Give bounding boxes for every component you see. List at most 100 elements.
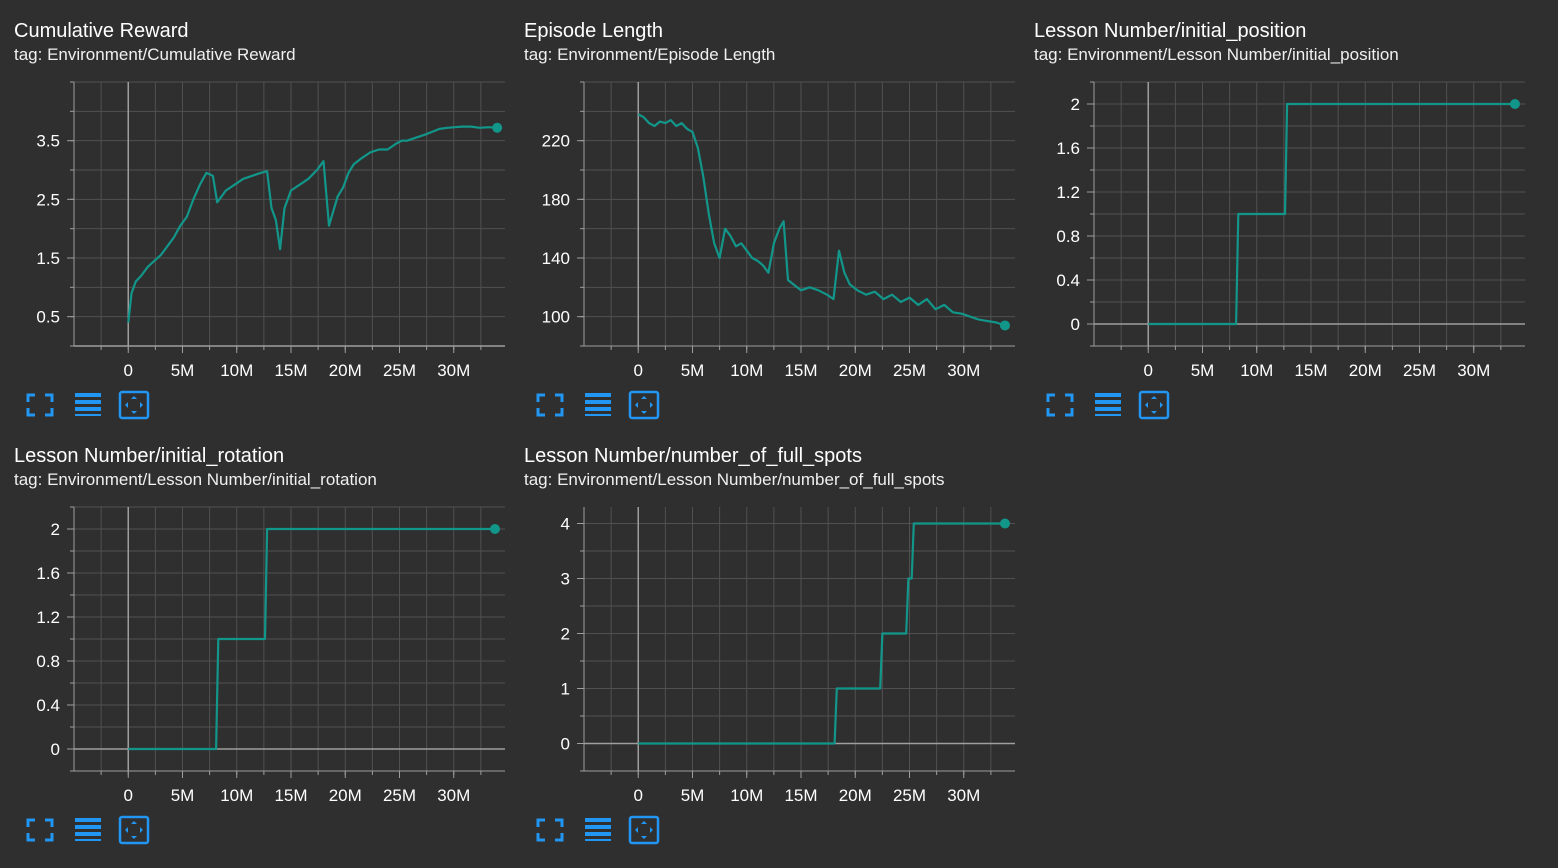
x-tick-label: 30M bbox=[1457, 361, 1490, 380]
chart-plot[interactable]: 0 5M 10M 15M 20M 25M 30M 0 0.4 0.8 1.2 1.6 2 bbox=[1020, 0, 1525, 390]
x-tick-label: 25M bbox=[383, 361, 416, 380]
x-tick-label: 20M bbox=[329, 786, 362, 805]
fullscreen-glyph bbox=[26, 818, 54, 842]
fit-domain-icon[interactable] bbox=[1138, 390, 1170, 420]
fullscreen-icon[interactable] bbox=[24, 390, 56, 420]
x-tick-label: 0 bbox=[634, 786, 643, 805]
x-tick-label: 30M bbox=[947, 786, 980, 805]
x-tick-label: 5M bbox=[171, 786, 195, 805]
x-tick-label: 20M bbox=[839, 786, 872, 805]
fit-domain-glyph bbox=[628, 815, 660, 845]
y-tick-label: 3 bbox=[561, 570, 570, 589]
series-line bbox=[637, 113, 1006, 327]
fit-domain-glyph bbox=[1138, 390, 1170, 420]
y-tick-label: 2 bbox=[1071, 95, 1080, 114]
x-tick-label: 15M bbox=[274, 361, 307, 380]
y-tick-label: 1.6 bbox=[1056, 139, 1080, 158]
toggle-log-scale-icon[interactable] bbox=[582, 390, 614, 420]
y-tick-label: 0.4 bbox=[36, 696, 60, 715]
y-tick-label: 1.2 bbox=[1056, 183, 1080, 202]
fullscreen-glyph bbox=[26, 393, 54, 417]
chart-card-cumulative-reward: Cumulative Reward tag: Environment/Cumul… bbox=[0, 0, 505, 420]
x-tick-label: 30M bbox=[437, 786, 470, 805]
y-tick-label: 100 bbox=[542, 308, 570, 327]
series-last-point bbox=[492, 122, 503, 133]
y-tick-label: 1.5 bbox=[36, 249, 60, 268]
fit-domain-glyph bbox=[628, 390, 660, 420]
x-tick-label: 10M bbox=[220, 361, 253, 380]
chart-plot[interactable]: 0 5M 10M 15M 20M 25M 30M 100 140 180 220 bbox=[510, 0, 1015, 390]
y-tick-label: 4 bbox=[561, 515, 570, 534]
series-line bbox=[128, 527, 495, 751]
fit-domain-icon[interactable] bbox=[118, 390, 150, 420]
chart-plot[interactable]: 0 5M 10M 15M 20M 25M 30M 0 1 2 3 4 bbox=[510, 425, 1015, 815]
y-tick-label: 0.8 bbox=[1056, 227, 1080, 246]
toggle-log-scale-icon[interactable] bbox=[72, 390, 104, 420]
chart-tag: tag: Environment/Lesson Number/number_of… bbox=[524, 470, 945, 489]
chart-plot[interactable]: 0 5M 10M 15M 20M 25M 30M 0 0.4 0.8 1.2 1.6 2 bbox=[0, 425, 505, 815]
chart-card-number-of-full-spots: Lesson Number/number_of_full_spots tag: … bbox=[510, 425, 1015, 845]
x-tick-label: 0 bbox=[1144, 361, 1153, 380]
x-tick-label: 30M bbox=[437, 361, 470, 380]
toggle-log-scale-glyph bbox=[585, 818, 611, 841]
fullscreen-icon[interactable] bbox=[534, 390, 566, 420]
x-tick-label: 10M bbox=[730, 786, 763, 805]
y-tick-label: 0 bbox=[561, 735, 570, 754]
axes: 0 5M 10M 15M 20M 25M 30M 0 0.4 0.8 1.2 1.6 2 bbox=[1056, 81, 1525, 380]
y-tick-label: 1 bbox=[561, 680, 570, 699]
chart-plot[interactable]: 0 5M 10M 15M 20M 25M 30M 0.5 1.5 2.5 3.5 bbox=[0, 0, 505, 390]
x-tick-label: 5M bbox=[681, 361, 705, 380]
x-tick-label: 20M bbox=[1349, 361, 1382, 380]
fullscreen-glyph bbox=[536, 393, 564, 417]
toggle-log-scale-glyph bbox=[585, 393, 611, 416]
y-tick-label: 0 bbox=[1071, 315, 1080, 334]
x-tick-label: 0 bbox=[634, 361, 643, 380]
fit-domain-glyph bbox=[118, 815, 150, 845]
x-tick-label: 5M bbox=[681, 786, 705, 805]
x-tick-label: 25M bbox=[893, 786, 926, 805]
axes: 0 5M 10M 15M 20M 25M 30M 0.5 1.5 2.5 3.5 bbox=[36, 81, 505, 380]
y-tick-label: 0.5 bbox=[36, 308, 60, 327]
chart-title: Cumulative Reward bbox=[14, 20, 189, 42]
chart-card-episode-length: Episode Length tag: Environment/Episode … bbox=[510, 0, 1015, 420]
chart-title: Lesson Number/initial_position bbox=[1034, 20, 1307, 42]
x-tick-label: 0 bbox=[124, 786, 133, 805]
fit-domain-icon[interactable] bbox=[118, 815, 150, 845]
fit-domain-icon[interactable] bbox=[628, 815, 660, 845]
toggle-log-scale-icon[interactable] bbox=[1092, 390, 1124, 420]
fullscreen-icon[interactable] bbox=[1044, 390, 1076, 420]
y-tick-label: 1.2 bbox=[36, 608, 60, 627]
series-last-point bbox=[489, 524, 500, 534]
chart-card-initial-rotation: Lesson Number/initial_rotation tag: Envi… bbox=[0, 425, 505, 845]
chart-tag: tag: Environment/Cumulative Reward bbox=[14, 45, 296, 64]
y-tick-label: 140 bbox=[542, 249, 570, 268]
y-tick-label: 0 bbox=[51, 740, 60, 759]
fullscreen-icon[interactable] bbox=[534, 815, 566, 845]
x-tick-label: 10M bbox=[730, 361, 763, 380]
x-tick-label: 15M bbox=[784, 786, 817, 805]
series-line bbox=[638, 522, 1005, 745]
grid bbox=[584, 507, 1015, 772]
y-tick-label: 3.5 bbox=[36, 132, 60, 151]
toggle-log-scale-icon[interactable] bbox=[582, 815, 614, 845]
toggle-log-scale-icon[interactable] bbox=[72, 815, 104, 845]
x-tick-label: 30M bbox=[947, 361, 980, 380]
fullscreen-icon[interactable] bbox=[24, 815, 56, 845]
y-tick-label: 0.4 bbox=[1056, 271, 1080, 290]
toggle-log-scale-glyph bbox=[75, 393, 101, 416]
fit-domain-icon[interactable] bbox=[628, 390, 660, 420]
x-tick-label: 15M bbox=[274, 786, 307, 805]
fit-domain-glyph bbox=[118, 390, 150, 420]
x-tick-label: 20M bbox=[839, 361, 872, 380]
axes: 0 5M 10M 15M 20M 25M 30M 100 140 180 220 bbox=[542, 81, 1015, 380]
chart-title: Lesson Number/initial_rotation bbox=[14, 445, 285, 467]
y-tick-label: 2.5 bbox=[36, 190, 60, 209]
grid bbox=[74, 81, 505, 347]
x-tick-label: 25M bbox=[893, 361, 926, 380]
chart-tag: tag: Environment/Lesson Number/initial_p… bbox=[1034, 45, 1399, 64]
x-tick-label: 25M bbox=[1403, 361, 1436, 380]
series-line bbox=[127, 125, 498, 323]
x-tick-label: 5M bbox=[1191, 361, 1215, 380]
x-tick-label: 15M bbox=[784, 361, 817, 380]
toggle-log-scale-glyph bbox=[75, 818, 101, 841]
